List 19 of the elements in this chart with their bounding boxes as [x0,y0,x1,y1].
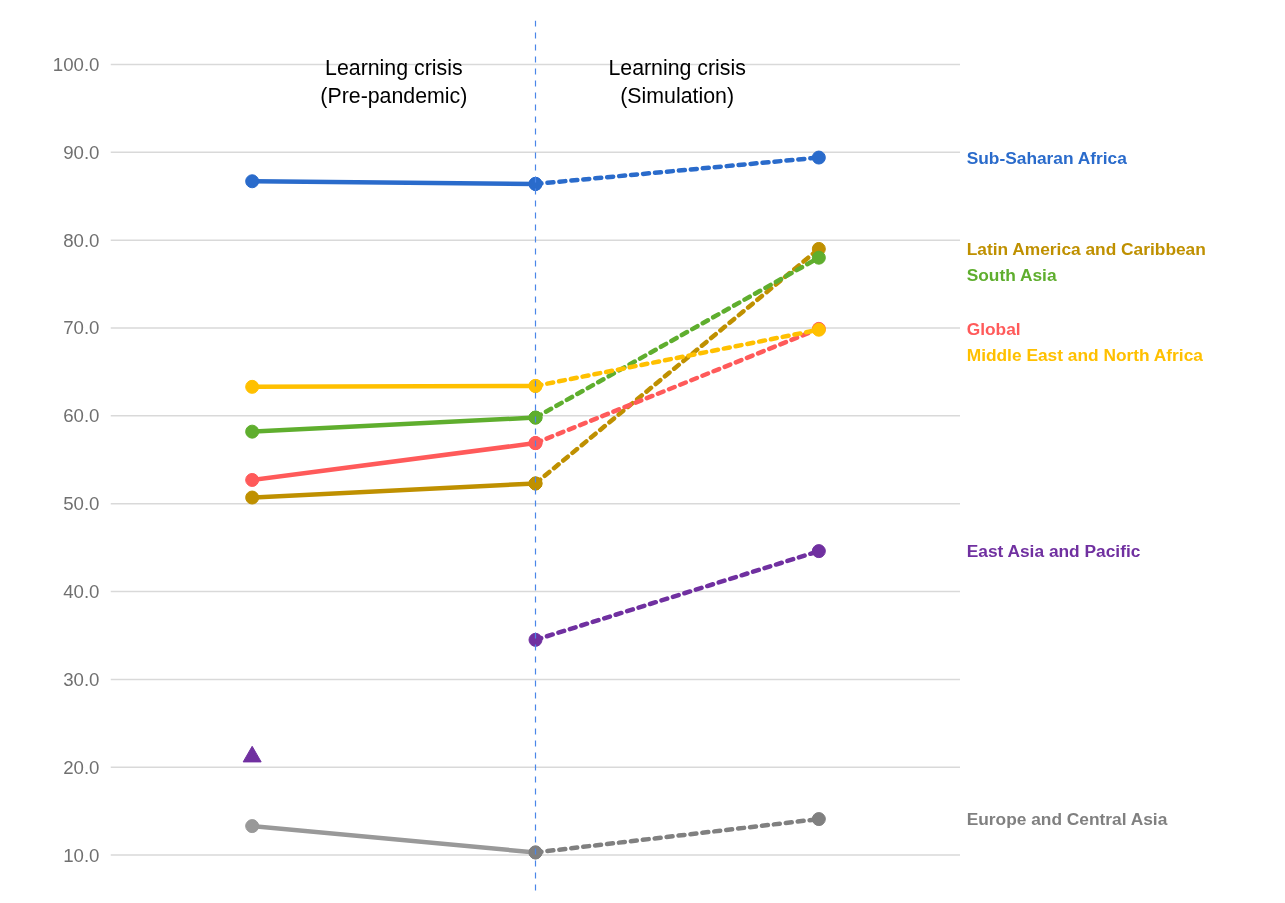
y-tick-label: 100.0 [52,53,100,75]
y-tick-label: 90.0 [63,141,100,163]
y-tick-label: 40.0 [63,581,100,603]
y-tick-label: 70.0 [63,317,100,339]
y-tick-label: 50.0 [63,493,100,515]
y-tick-label: 60.0 [63,405,100,427]
annotation: Learning crisis (Simulation) [608,55,746,109]
text: Latin America and Caribbean [966,238,1206,259]
annotation: Learning crisis (Pre-pandemic) [320,55,468,109]
text: East Asia and Pacific [966,541,1141,562]
text: Europe and Central Asia [966,809,1168,830]
text: Sub-Saharan Africa [966,147,1128,168]
text: Global [966,318,1021,339]
y-tick-label: 10.0 [63,844,100,866]
y-tick-label: 80.0 [63,229,100,251]
y-tick-label: 20.0 [63,756,100,778]
y-tick-label: 30.0 [63,668,100,690]
text: South Asia [966,265,1057,286]
text: Middle East and North Africa [966,345,1204,366]
